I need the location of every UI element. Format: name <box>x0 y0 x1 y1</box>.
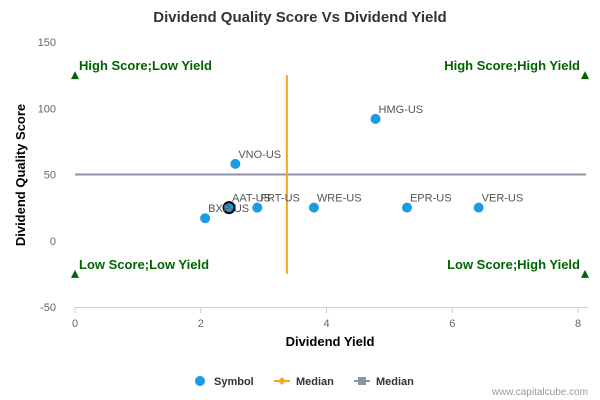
credit-text: www.capitalcube.com <box>491 387 588 398</box>
data-point <box>473 202 484 213</box>
data-point <box>200 213 211 224</box>
x-tick-label: 2 <box>198 318 204 330</box>
plot-area: -50 0 50 100 150 0 2 4 6 8 High Score;Low Yield Hig… <box>38 37 589 330</box>
point-label: BXP-US <box>208 203 249 215</box>
data-point <box>252 202 263 213</box>
quadrant-label-top-left: High Score;Low Yield <box>79 58 212 73</box>
point-label: FRT-US <box>260 193 300 205</box>
quadrant-label-bottom-left: Low Score;Low Yield <box>79 257 209 272</box>
quadrant-label-top-right: High Score;High Yield <box>444 58 580 73</box>
legend-symbol-marker <box>195 376 205 386</box>
point-label: VER-US <box>482 193 524 205</box>
x-axis-title: Dividend Yield <box>286 334 375 349</box>
x-tick-label: 6 <box>449 318 455 330</box>
quadrant-marker-bottom-left <box>71 269 79 278</box>
y-tick-label: 50 <box>44 170 56 182</box>
y-tick-label: 150 <box>38 37 56 49</box>
legend: Symbol Median Median <box>195 376 414 388</box>
point-label: EPR-US <box>410 193 452 205</box>
y-tick-label: 100 <box>38 103 56 115</box>
highlight-ring <box>222 201 236 215</box>
data-point <box>370 113 381 124</box>
data-point <box>401 202 412 213</box>
quadrant-marker-top-left <box>71 71 79 80</box>
point-label: AAT-US <box>232 193 271 205</box>
chart-title: Dividend Quality Score Vs Dividend Yield <box>153 9 446 26</box>
y-tick-label: 0 <box>50 236 56 248</box>
x-tick-label: 4 <box>323 318 329 330</box>
legend-median-marker <box>278 377 286 385</box>
point-label: VNO-US <box>238 149 281 161</box>
y-axis-title: Dividend Quality Score <box>13 104 28 246</box>
quadrant-label-bottom-right: Low Score;High Yield <box>447 257 580 272</box>
data-point <box>230 158 241 169</box>
x-tick-label: 8 <box>575 318 581 330</box>
quadrant-marker-top-right <box>581 71 589 80</box>
quadrant-marker-bottom-right <box>581 269 589 278</box>
legend-label: Symbol <box>214 376 254 388</box>
data-point <box>308 202 319 213</box>
legend-label: Median <box>296 376 334 388</box>
legend-label: Median <box>376 376 414 388</box>
point-label: WRE-US <box>317 193 362 205</box>
point-label: HMG-US <box>379 104 424 116</box>
legend-median-marker <box>358 377 366 385</box>
data-point <box>224 202 235 213</box>
y-tick-label: -50 <box>40 302 56 314</box>
x-tick-label: 0 <box>72 318 78 330</box>
